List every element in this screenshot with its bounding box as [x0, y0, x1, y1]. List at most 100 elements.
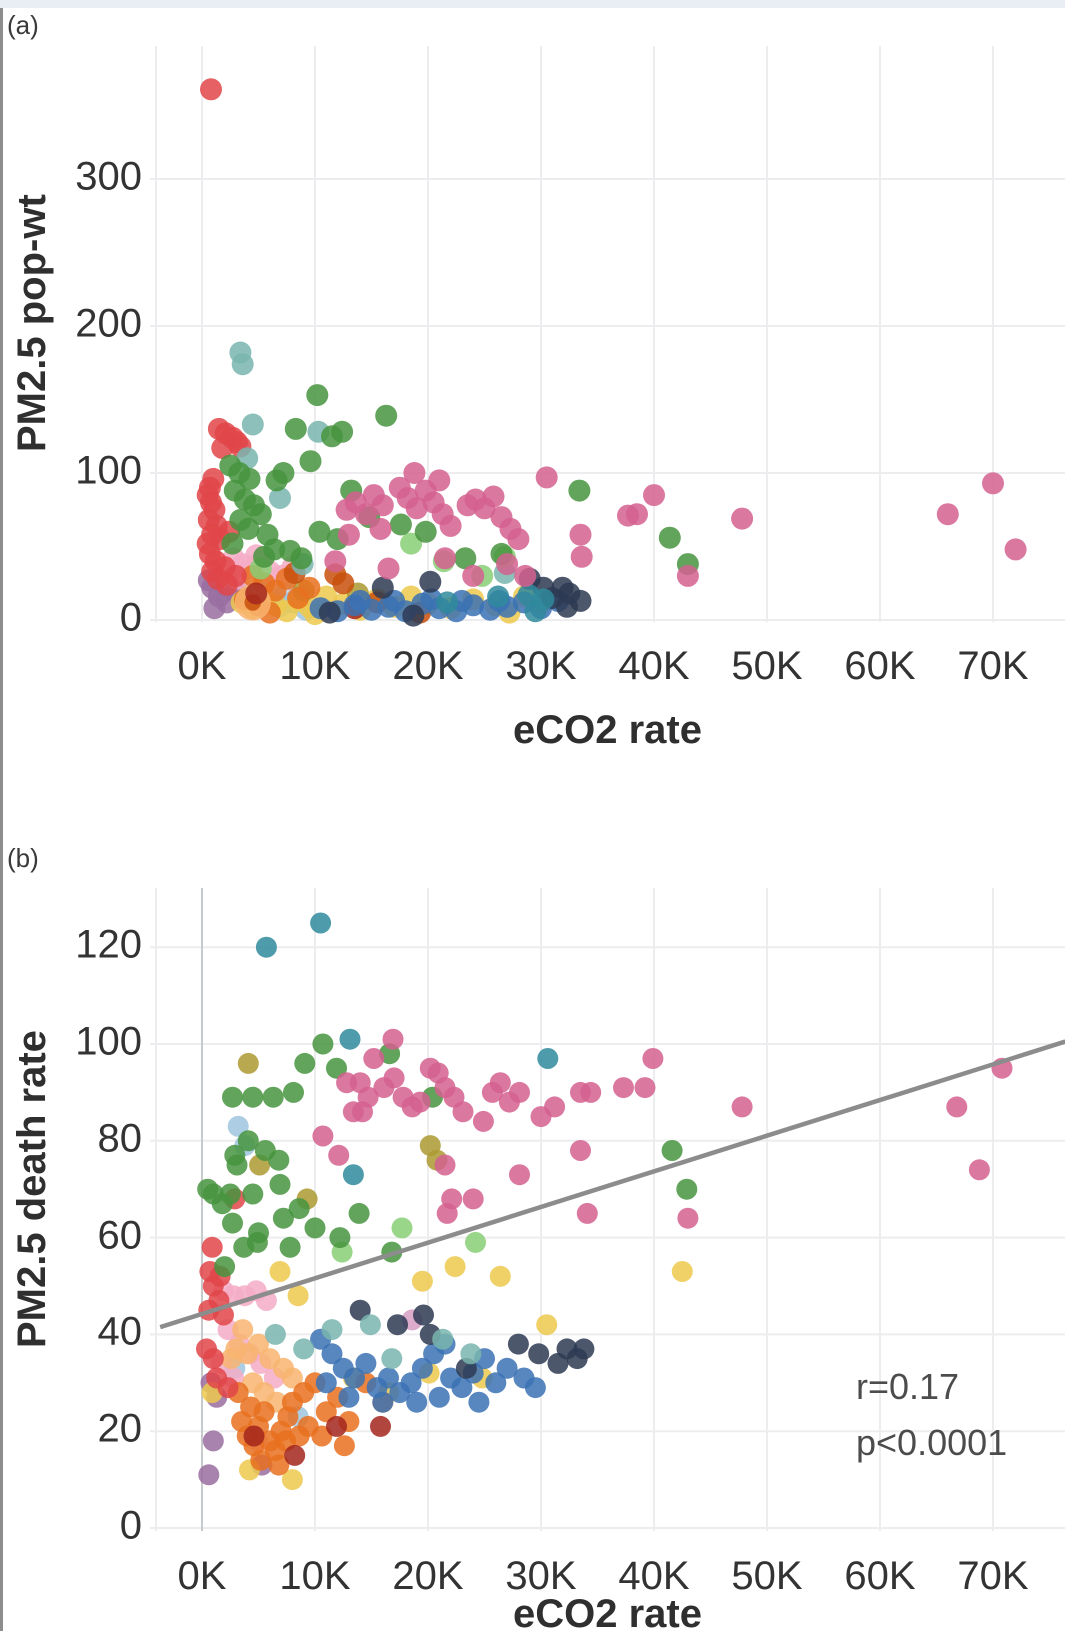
- data-point-green: [284, 417, 307, 440]
- data-point-rose: [676, 564, 699, 587]
- data-point-yellow: [444, 1256, 466, 1278]
- data-point-green: [290, 547, 313, 570]
- data-point-teal: [293, 1338, 315, 1360]
- data-point-rose: [428, 469, 451, 492]
- data-point-darkred: [370, 1415, 391, 1437]
- data-point-rose: [576, 1202, 598, 1224]
- data-point-navy: [551, 576, 574, 599]
- data-point-navy: [556, 595, 578, 618]
- data-point-green: [221, 532, 244, 555]
- panel-b-y-tick-label: 40: [97, 1310, 143, 1355]
- data-point-green: [348, 1202, 370, 1224]
- data-point-red: [217, 1377, 239, 1399]
- data-point-blue: [321, 1343, 343, 1365]
- data-point-darkred: [284, 1444, 306, 1466]
- data-point-rose: [569, 523, 592, 546]
- panel-a-x-tick-label: 0K: [177, 644, 227, 688]
- data-point-rose: [452, 1101, 474, 1123]
- data-point-orange: [298, 576, 321, 599]
- data-point-rose: [403, 462, 426, 484]
- data-point-rose: [383, 1067, 405, 1089]
- data-point-navy: [387, 1314, 408, 1336]
- data-point-yellow: [489, 1265, 511, 1287]
- data-point-green: [265, 469, 288, 492]
- data-point-green: [249, 503, 272, 526]
- data-point-green: [279, 1236, 301, 1258]
- data-point-navy: [402, 604, 425, 627]
- data-point-peach: [248, 1333, 269, 1355]
- data-point-blue: [451, 1377, 473, 1399]
- data-point-green: [202, 1183, 224, 1205]
- data-point-green: [676, 1178, 698, 1200]
- data-point-rose: [312, 1125, 334, 1147]
- data-point-green: [283, 1081, 304, 1103]
- data-point-rose: [352, 1101, 373, 1123]
- data-point-rose: [434, 1154, 456, 1176]
- data-point-yellow: [281, 1469, 303, 1491]
- data-point-teal: [264, 1323, 286, 1345]
- data-point-lightgreen: [391, 1217, 413, 1239]
- pvalue-annotation: p<0.0001: [856, 1422, 1008, 1463]
- panel-b-y-tick-label: 120: [75, 922, 142, 967]
- data-point-peach: [281, 1367, 303, 1389]
- data-point-yellow: [269, 1261, 291, 1282]
- data-point-orange: [315, 1401, 337, 1423]
- data-point-rose: [377, 557, 400, 580]
- panel-a-x-tick-label: 30K: [505, 644, 577, 688]
- data-point-red: [201, 1236, 223, 1258]
- panel-a-x-tick-label: 50K: [731, 644, 803, 688]
- data-point-green: [414, 520, 437, 543]
- data-point-darkteal: [255, 936, 277, 958]
- panel-b-y-tick-label: 20: [97, 1406, 143, 1451]
- data-point-orange: [333, 1435, 355, 1457]
- data-point-rose: [642, 1048, 664, 1069]
- panel-a-x-axis-title: eCO2 rate: [513, 708, 702, 752]
- data-point-rose: [1004, 538, 1027, 561]
- panel-a-x-tick-label: 10K: [279, 644, 351, 688]
- data-point-green: [262, 1086, 284, 1108]
- panel-a-y-tick-label: 100: [75, 448, 142, 493]
- data-point-green: [242, 1086, 264, 1108]
- data-point-green: [568, 479, 591, 502]
- data-point-green: [294, 1052, 316, 1074]
- data-point-green: [226, 1154, 248, 1176]
- panel-b-x-tick-label: 60K: [844, 1554, 916, 1598]
- panel-a-y-tick-label: 200: [75, 301, 142, 346]
- data-point-navy: [528, 1343, 550, 1365]
- panel-b-x-tick-label: 30K: [505, 1554, 577, 1598]
- data-point-teal: [269, 487, 291, 509]
- window-left-edge: [0, 8, 3, 1631]
- data-point-lightgreen: [465, 1231, 486, 1253]
- data-point-darkred: [245, 582, 268, 605]
- data-point-yellow: [671, 1261, 693, 1282]
- data-point-rose: [363, 1048, 385, 1069]
- data-point-navy: [573, 1338, 595, 1360]
- top-strip: [0, 0, 1065, 8]
- data-point-green: [272, 1207, 294, 1229]
- data-point-rose: [328, 1144, 350, 1166]
- data-point-green: [222, 1212, 243, 1234]
- data-point-orange: [268, 1454, 290, 1476]
- data-point-green: [237, 1130, 259, 1152]
- panel-b-x-tick-label: 0K: [177, 1554, 227, 1598]
- data-point-teal: [432, 1328, 454, 1350]
- panel-b-y-tick-label: 60: [97, 1213, 143, 1258]
- data-point-blue: [411, 1357, 433, 1379]
- data-point-rose: [489, 1072, 511, 1094]
- panel-b-y-tick-label: 0: [119, 1503, 142, 1548]
- panel-b-x-tick-label: 10K: [279, 1554, 351, 1598]
- data-point-green: [312, 1033, 334, 1055]
- data-point-navy: [318, 601, 341, 624]
- data-point-rose: [354, 503, 377, 526]
- data-point-darkteal: [310, 912, 332, 934]
- data-point-blue: [400, 1372, 422, 1394]
- data-point-rose: [613, 1077, 634, 1099]
- panel-b-y-tick-label: 100: [75, 1019, 142, 1064]
- data-point-olive: [237, 1052, 259, 1074]
- data-point-teal: [359, 1314, 381, 1336]
- data-point-blue: [355, 1352, 377, 1374]
- data-point-navy: [419, 570, 442, 593]
- data-point-rose: [472, 1110, 494, 1132]
